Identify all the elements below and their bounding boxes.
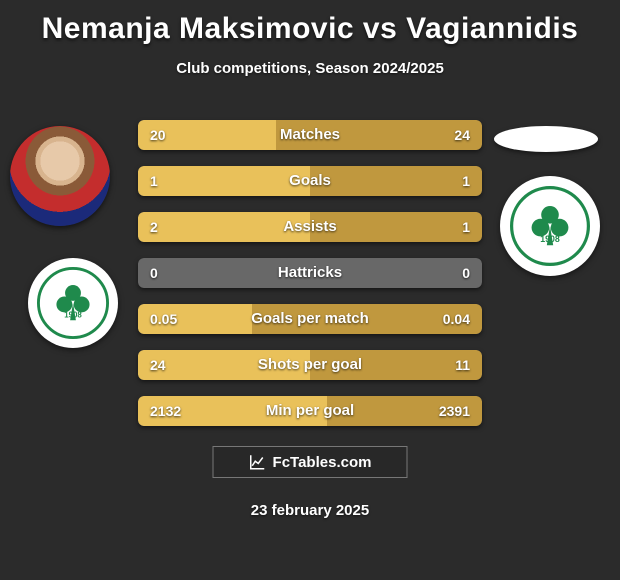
player-photo-left bbox=[10, 126, 110, 226]
watermark-text: FcTables.com bbox=[273, 454, 372, 471]
stat-label: Hattricks bbox=[138, 258, 482, 288]
club-crest-left: 1908 bbox=[28, 258, 118, 348]
comparison-subtitle: Club competitions, Season 2024/2025 bbox=[0, 60, 620, 77]
stat-row: 2411Shots per goal bbox=[138, 350, 482, 380]
comparison-title: Nemanja Maksimovic vs Vagiannidis bbox=[0, 0, 620, 46]
chart-icon bbox=[249, 453, 267, 471]
stat-row: 21Assists bbox=[138, 212, 482, 242]
stat-row: 2024Matches bbox=[138, 120, 482, 150]
club-crest-right: 1908 bbox=[500, 176, 600, 276]
stat-label: Shots per goal bbox=[138, 350, 482, 380]
stat-label: Goals per match bbox=[138, 304, 482, 334]
stat-row: 0.050.04Goals per match bbox=[138, 304, 482, 334]
stat-label: Matches bbox=[138, 120, 482, 150]
crest-year: 1908 bbox=[540, 234, 560, 244]
shamrock-icon: 1908 bbox=[510, 186, 590, 266]
comparison-bars: 2024Matches 11Goals 21Assists 00Hattricks 0.… bbox=[138, 120, 482, 442]
watermark: FcTables.com bbox=[213, 446, 408, 478]
stat-row: 21322391Min per goal bbox=[138, 396, 482, 426]
comparison-date: 23 february 2025 bbox=[0, 502, 620, 519]
stat-row: 11Goals bbox=[138, 166, 482, 196]
stat-row: 00Hattricks bbox=[138, 258, 482, 288]
crest-year: 1908 bbox=[64, 310, 82, 319]
stat-label: Min per goal bbox=[138, 396, 482, 426]
shamrock-icon: 1908 bbox=[37, 267, 109, 339]
stat-label: Goals bbox=[138, 166, 482, 196]
player-photo-right-placeholder bbox=[494, 126, 598, 152]
stat-label: Assists bbox=[138, 212, 482, 242]
